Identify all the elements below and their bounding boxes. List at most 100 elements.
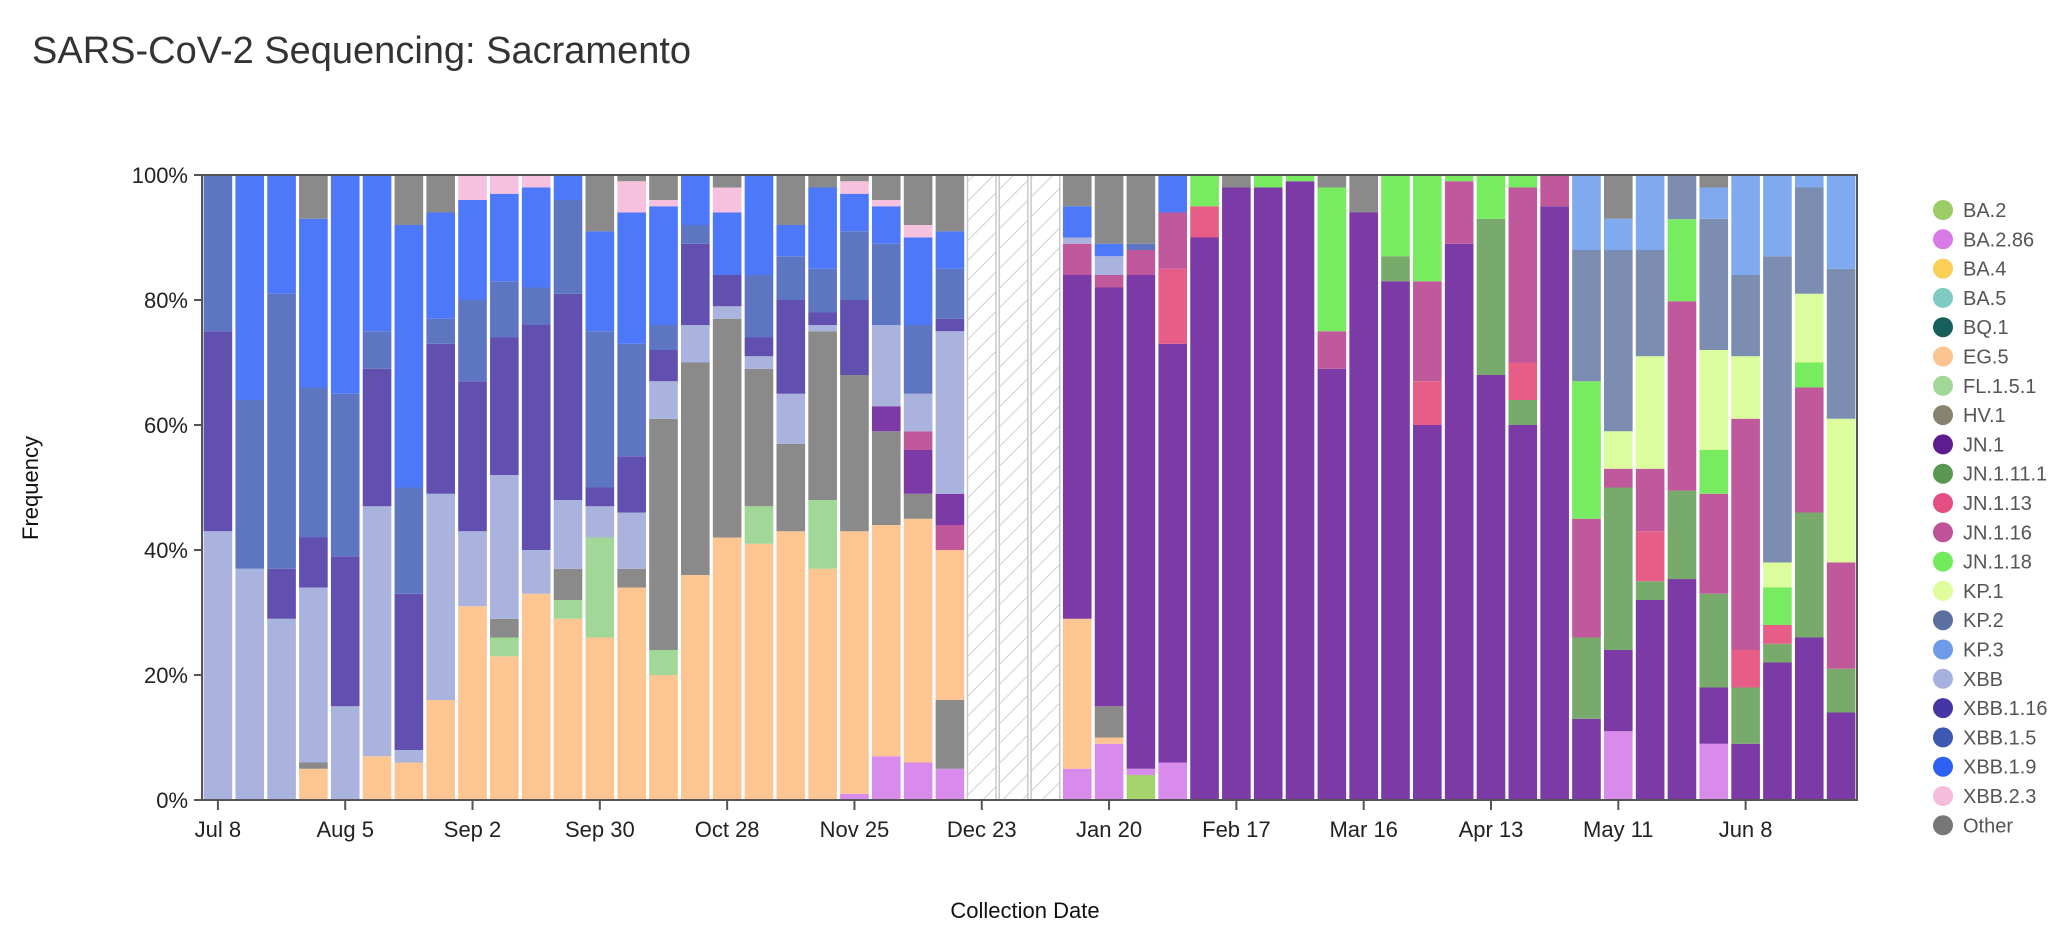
bar-segment[interactable] <box>1062 275 1092 619</box>
bar-segment[interactable] <box>681 225 710 244</box>
bar-segment[interactable] <box>203 531 233 800</box>
bar-segment[interactable] <box>935 268 965 319</box>
legend-item[interactable]: KP.1 <box>1933 580 2004 603</box>
bar-segment[interactable] <box>426 343 456 494</box>
bar-segment[interactable] <box>1667 490 1697 580</box>
bar-segment[interactable] <box>617 568 646 588</box>
bar-segment[interactable] <box>617 587 646 801</box>
bar-segment[interactable] <box>1572 381 1601 519</box>
bar-segment[interactable] <box>1667 579 1697 800</box>
bar-segment[interactable] <box>394 487 424 594</box>
bar-segment[interactable] <box>521 593 551 800</box>
bar-segment[interactable] <box>1062 768 1092 800</box>
legend-item[interactable]: HV.1 <box>1933 405 2006 427</box>
bar-segment[interactable] <box>1826 562 1856 669</box>
bar-segment[interactable] <box>935 175 965 232</box>
bar-segment[interactable] <box>1317 187 1347 332</box>
bar-segment[interactable] <box>649 325 678 350</box>
bar-segment[interactable] <box>1317 175 1347 188</box>
bar-segment[interactable] <box>1317 331 1347 369</box>
bar-segment[interactable] <box>681 362 710 576</box>
bar-segment[interactable] <box>808 268 837 313</box>
bar-segment[interactable] <box>776 393 806 444</box>
bar-segment[interactable] <box>1763 587 1792 626</box>
bar-segment[interactable] <box>617 456 646 513</box>
bar-segment[interactable] <box>1635 600 1665 800</box>
bar-segment[interactable] <box>267 175 296 294</box>
bar-segment[interactable] <box>426 318 456 344</box>
bar-segment[interactable] <box>1667 175 1697 220</box>
bar-segment[interactable] <box>1731 175 1760 275</box>
bar-segment[interactable] <box>1349 212 1378 801</box>
legend-item[interactable]: FL.1.5.1 <box>1933 375 2036 398</box>
bar-segment[interactable] <box>1094 256 1124 275</box>
bar-segment[interactable] <box>1699 450 1729 494</box>
bar-segment[interactable] <box>1444 175 1474 182</box>
bar-segment[interactable] <box>1763 256 1792 563</box>
bar-segment[interactable] <box>1763 562 1792 588</box>
bar-segment[interactable] <box>1413 381 1442 425</box>
bar-segment[interactable] <box>1158 175 1188 213</box>
bar-segment[interactable] <box>903 175 933 225</box>
bar-segment[interactable] <box>458 300 487 382</box>
bar-segment[interactable] <box>426 700 456 800</box>
bar-segment[interactable] <box>808 187 837 269</box>
bar-segment[interactable] <box>935 525 965 550</box>
bar-segment[interactable] <box>776 225 806 257</box>
bar-segment[interactable] <box>1699 350 1729 450</box>
bar-segment[interactable] <box>1731 650 1760 688</box>
bar-segment[interactable] <box>362 506 392 757</box>
bar-segment[interactable] <box>1222 187 1251 801</box>
bar-segment[interactable] <box>617 212 646 344</box>
bar-segment[interactable] <box>1794 293 1824 363</box>
bar-segment[interactable] <box>1635 175 1665 250</box>
bar-segment[interactable] <box>1699 743 1729 800</box>
bar-segment[interactable] <box>426 175 456 213</box>
bar-segment[interactable] <box>1572 250 1601 382</box>
bar-segment[interactable] <box>1731 743 1760 800</box>
bar-segment[interactable] <box>203 175 233 332</box>
bar-segment[interactable] <box>871 756 901 800</box>
bar-segment[interactable] <box>553 500 583 569</box>
bar-segment[interactable] <box>585 637 615 801</box>
bar-segment[interactable] <box>1699 687 1729 744</box>
bar-segment[interactable] <box>458 381 487 532</box>
bar-segment[interactable] <box>744 368 774 507</box>
bar-segment[interactable] <box>490 281 519 338</box>
bar-segment[interactable] <box>871 206 901 244</box>
bar-segment[interactable] <box>426 212 456 319</box>
bar-segment[interactable] <box>1126 250 1156 275</box>
legend-item[interactable]: JN.1.13 <box>1933 493 2032 515</box>
bar-segment[interactable] <box>1635 250 1665 357</box>
legend-item[interactable]: BA.2 <box>1933 200 2006 222</box>
bar-segment[interactable] <box>776 443 806 532</box>
bar-segment[interactable] <box>1699 187 1729 219</box>
bar-segment[interactable] <box>585 331 615 488</box>
bar-segment[interactable] <box>681 175 710 225</box>
bar-segment[interactable] <box>1731 687 1760 744</box>
bar-segment[interactable] <box>426 493 456 700</box>
bar-segment[interactable] <box>490 637 519 657</box>
bar-segment[interactable] <box>808 325 837 332</box>
bar-segment[interactable] <box>1508 187 1538 363</box>
legend-item[interactable]: JN.1.16 <box>1933 522 2032 544</box>
bar-segment[interactable] <box>744 337 774 357</box>
bar-segment[interactable] <box>1285 181 1315 800</box>
bar-segment[interactable] <box>1794 637 1824 801</box>
bar-segment[interactable] <box>267 293 296 569</box>
bar-segment[interactable] <box>808 500 837 569</box>
bar-segment[interactable] <box>840 175 869 182</box>
bar-segment[interactable] <box>299 175 328 219</box>
bar-segment[interactable] <box>235 175 265 400</box>
bar-segment[interactable] <box>1603 650 1633 732</box>
bar-segment[interactable] <box>1763 643 1792 663</box>
bar-segment[interactable] <box>299 762 328 769</box>
bar-segment[interactable] <box>1158 343 1188 763</box>
bar-segment[interactable] <box>1635 356 1665 469</box>
bar-segment[interactable] <box>362 331 392 369</box>
bar-segment[interactable] <box>871 200 901 207</box>
bar-segment[interactable] <box>1635 581 1665 600</box>
bar-segment[interactable] <box>1763 662 1792 801</box>
bar-segment[interactable] <box>1062 237 1092 244</box>
bar-segment[interactable] <box>458 175 487 200</box>
